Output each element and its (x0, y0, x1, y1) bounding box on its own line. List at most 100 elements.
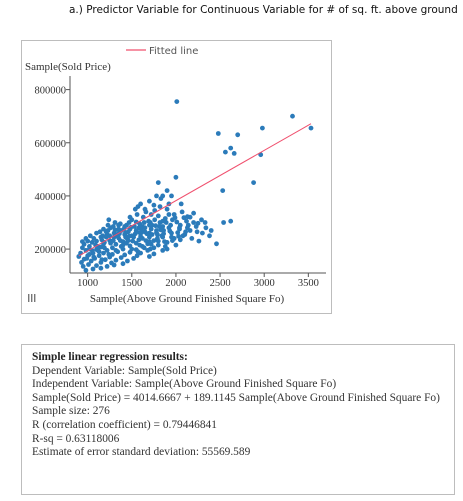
data-point (151, 245, 157, 251)
data-point (214, 241, 219, 247)
data-point (111, 262, 117, 268)
fitted-line (78, 123, 312, 257)
x-tick-label: 3000 (254, 278, 275, 289)
data-point (158, 227, 164, 233)
data-point (191, 210, 197, 216)
data-point (113, 241, 119, 247)
scatter-plot-panel: Fitted line Sample(Sold Price) 200000 400… (21, 40, 332, 314)
y-tick-label: 800000 (35, 86, 67, 97)
data-point (102, 245, 107, 251)
data-point (193, 224, 199, 229)
data-point (178, 201, 184, 207)
section-heading: a.) Predictor Variable for Continuous Va… (69, 4, 458, 16)
data-point (118, 255, 124, 260)
data-point (199, 217, 204, 223)
data-point (99, 257, 105, 263)
points-layer (76, 99, 314, 273)
data-point (162, 244, 168, 249)
data-point (117, 238, 123, 244)
y-ticks: 200000 400000 600000 800000 (35, 86, 70, 256)
data-point (162, 239, 167, 245)
regression-equation: Sample(Sold Price) = 4014.6667 + 189.114… (32, 391, 440, 404)
data-point (79, 260, 84, 265)
x-tick-label: 1500 (121, 278, 142, 289)
data-point (112, 220, 118, 225)
menu-icon[interactable] (28, 290, 36, 302)
data-point (151, 238, 157, 244)
data-point (166, 212, 172, 217)
data-point (177, 225, 182, 231)
data-point (191, 220, 197, 225)
data-point (83, 267, 89, 273)
data-point (228, 218, 234, 224)
data-point (85, 238, 91, 244)
y-axis-label: Sample(Sold Price) (25, 61, 111, 73)
data-point (179, 209, 185, 215)
data-point (91, 236, 97, 241)
data-point (175, 230, 181, 236)
data-point (123, 230, 128, 236)
data-point (144, 231, 150, 237)
x-tick-label: 2500 (210, 278, 231, 289)
data-point (185, 214, 190, 220)
data-point (169, 193, 174, 199)
data-point (176, 233, 182, 239)
data-point (80, 264, 86, 269)
data-point (180, 233, 186, 239)
y-tick-label: 600000 (35, 139, 67, 150)
data-point (113, 257, 119, 263)
data-point (127, 214, 133, 220)
data-point (157, 204, 163, 210)
data-point (308, 125, 314, 131)
data-point (151, 202, 157, 208)
x-tick-label: 2000 (165, 278, 186, 289)
data-point (101, 250, 106, 256)
data-point (120, 242, 126, 248)
dependent-variable: Dependent Variable: Sample(Sold Price) (32, 364, 217, 377)
scatter-chart: Fitted line Sample(Sold Price) 200000 400… (25, 46, 326, 305)
data-point (134, 253, 140, 259)
data-point (235, 132, 241, 138)
y-tick-label: 400000 (35, 192, 67, 203)
data-point (110, 245, 115, 251)
data-point (104, 264, 110, 269)
data-point (173, 174, 179, 180)
data-point (147, 198, 152, 204)
data-point (202, 220, 208, 225)
data-point (135, 204, 141, 210)
data-point (196, 238, 202, 244)
data-point (158, 196, 164, 202)
data-point (172, 215, 178, 221)
data-point (110, 238, 116, 244)
data-point (130, 238, 136, 244)
data-point (133, 219, 139, 225)
data-point (139, 226, 144, 232)
data-point (147, 254, 152, 259)
data-point (149, 232, 155, 237)
data-point (168, 222, 174, 228)
data-point (89, 240, 95, 245)
y-tick-label: 200000 (35, 245, 67, 256)
data-point (149, 222, 155, 228)
data-point (87, 252, 92, 257)
r-squared: R-sq = 0.63118006 (32, 432, 120, 445)
data-point (134, 212, 140, 217)
x-tick-label: 1000 (77, 278, 98, 289)
error-std-dev: Estimate of error standard deviation: 55… (32, 446, 251, 459)
x-tick-label: 3500 (298, 278, 319, 289)
data-point (135, 249, 141, 255)
data-point (207, 233, 212, 239)
sample-size: Sample size: 276 (32, 405, 110, 418)
data-point (120, 261, 126, 267)
data-point (126, 233, 132, 239)
data-point (155, 242, 161, 248)
data-point (132, 231, 138, 237)
data-point (290, 113, 295, 119)
data-point (231, 151, 237, 156)
data-point (155, 213, 161, 219)
data-point (184, 218, 189, 224)
data-point (125, 258, 130, 264)
data-point (160, 248, 166, 253)
regression-results-panel: Simple linear regression results: Depend… (21, 344, 455, 495)
data-point (151, 251, 157, 257)
